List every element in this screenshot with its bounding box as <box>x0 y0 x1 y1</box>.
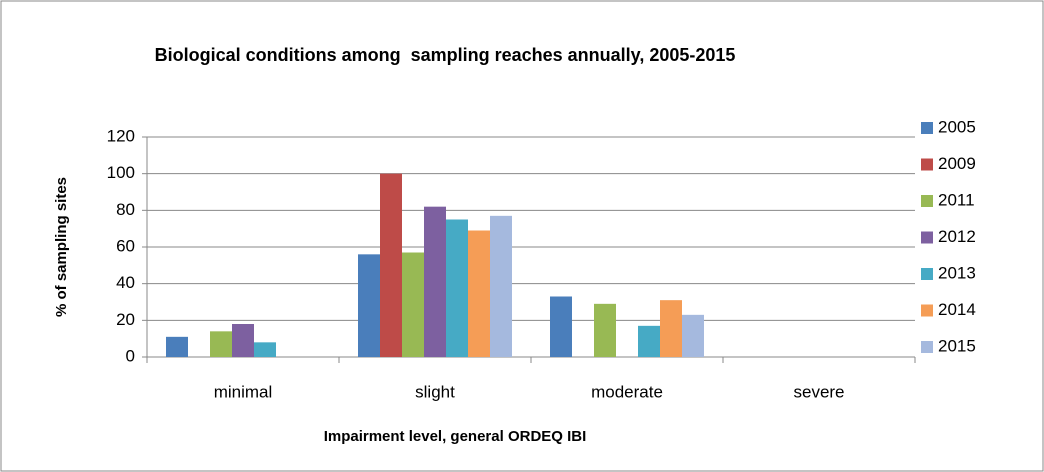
x-tick-label: slight <box>415 382 455 401</box>
x-tick-label: minimal <box>214 382 273 401</box>
bar <box>424 206 446 357</box>
bar <box>660 300 682 357</box>
bar <box>468 230 490 357</box>
y-axis-label: % of sampling sites <box>53 177 70 317</box>
legend-label: 2014 <box>938 300 976 319</box>
legend-label: 2012 <box>938 227 976 246</box>
legend-label: 2011 <box>938 190 975 209</box>
bar <box>358 254 380 357</box>
legend-swatch <box>921 122 933 134</box>
legend-label: 2013 <box>938 263 976 282</box>
bar <box>594 303 616 357</box>
legend-swatch <box>921 341 933 353</box>
legend-swatch <box>921 268 933 280</box>
bar <box>446 219 468 357</box>
x-tick-label: severe <box>793 382 844 401</box>
y-tick-label: 120 <box>107 126 135 145</box>
bar <box>166 336 188 357</box>
bar <box>490 215 512 357</box>
y-tick-label: 0 <box>126 346 135 365</box>
legend-swatch <box>921 158 933 171</box>
y-tick-label: 80 <box>116 200 135 219</box>
bar <box>402 252 424 357</box>
bar <box>254 342 276 357</box>
bar <box>232 324 254 357</box>
y-tick-label: 20 <box>116 310 135 329</box>
chart-title: Biological conditions among sampling rea… <box>154 45 736 65</box>
bar <box>550 296 572 357</box>
legend-swatch <box>921 304 933 317</box>
y-tick-label: 100 <box>107 163 135 182</box>
y-tick-label: 60 <box>116 236 135 255</box>
legend-label: 2015 <box>938 336 976 355</box>
y-tick-label: 40 <box>116 273 135 292</box>
legend-swatch <box>921 195 933 207</box>
bar <box>682 314 704 357</box>
legend-label: 2009 <box>938 154 976 173</box>
bar <box>210 331 232 357</box>
legend-swatch <box>921 231 933 244</box>
legend-label: 2005 <box>938 117 976 136</box>
x-axis-label: Impairment level, general ORDEQ IBI <box>324 428 587 445</box>
bar <box>638 325 660 357</box>
x-tick-label: moderate <box>591 382 663 401</box>
bar <box>380 173 402 357</box>
